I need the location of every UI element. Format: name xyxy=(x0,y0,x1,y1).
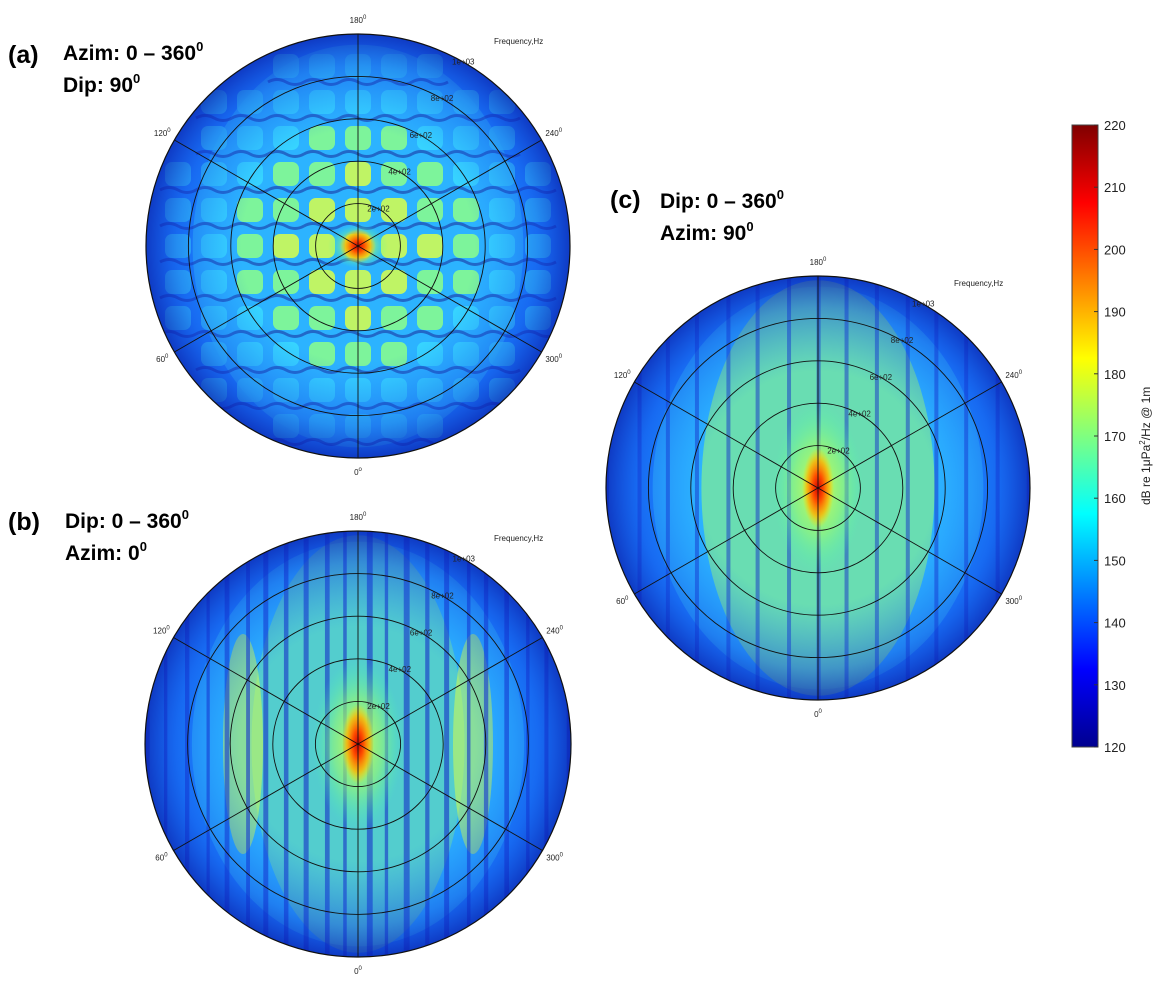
polar-labels-b: 00 600 1200 1800 2400 3000 2e+02 4e+02 6e+02 8e+0… xyxy=(153,512,564,976)
panel-label-a: (a) xyxy=(8,41,39,69)
angle-label-180: 1800 xyxy=(350,15,367,25)
panel-label-c: (c) xyxy=(610,186,641,214)
caption-c-line-1: Dip: 0 – 360 xyxy=(660,190,777,213)
polar-labels-c: 00 600 1200 1800 2400 3000 2e+02 4e+02 6e+02 8e+0… xyxy=(614,257,1023,719)
spoke-120 xyxy=(173,637,359,745)
spoke-300 xyxy=(357,245,542,353)
svg-text:Dip: 0 – 3600: Dip: 0 – 3600 xyxy=(65,507,189,533)
colorbar-tick-label: 180 xyxy=(1104,367,1126,382)
caption-a-line-1-sup: 0 xyxy=(196,39,203,54)
radial-tick-label: 4e+02 xyxy=(388,168,411,177)
angle-label-60: 600 xyxy=(155,853,168,863)
colorbar: 220 210 200 190 180 170 160 150 140 130 120 dB re … xyxy=(1071,118,1153,755)
caption-a-line-1: Azim: 0 – 360 xyxy=(63,42,196,65)
radial-tick-label: 2e+02 xyxy=(367,702,390,711)
angle-label-240: 2400 xyxy=(545,128,562,138)
caption-c-line-2-sup: 0 xyxy=(746,219,753,234)
svg-text:Azim: 0 – 3600: Azim: 0 – 3600 xyxy=(63,39,203,65)
caption-b-line-1: Dip: 0 – 360 xyxy=(65,510,182,533)
polar-plot-c: 00 600 1200 1800 2400 3000 2e+02 4e+02 6e+02 8e+0… xyxy=(605,257,1031,719)
radial-tick-label: 1e+03 xyxy=(912,299,935,308)
radial-tick-label: 8e+02 xyxy=(891,336,914,345)
angle-label-0: 0o xyxy=(354,467,362,477)
svg-text:Azim: 900: Azim: 900 xyxy=(660,219,754,245)
spoke-120 xyxy=(174,139,359,247)
radial-tick-label: 6e+02 xyxy=(410,131,433,140)
colorbar-ticks: 220 210 200 190 180 170 160 150 140 130 120 xyxy=(1094,118,1126,755)
polar-grid-c xyxy=(605,275,1031,701)
panel-caption-c: (c) Dip: 0 – 3600 Azim: 900 xyxy=(610,186,784,245)
panel-label-b: (b) xyxy=(8,508,40,536)
angle-label-300: 3000 xyxy=(1005,596,1022,606)
spoke-60 xyxy=(174,245,359,353)
radial-axis-title: Frequency,Hz xyxy=(494,37,543,46)
colorbar-tick-label: 200 xyxy=(1104,242,1126,257)
radial-tick-label: 6e+02 xyxy=(410,628,433,637)
radial-axis-title: Frequency,Hz xyxy=(954,279,1003,288)
angle-label-240: 2400 xyxy=(1005,370,1022,380)
colorbar-tick-label: 120 xyxy=(1104,740,1126,755)
radial-tick-label: 6e+02 xyxy=(870,373,893,382)
caption-b-line-2-sup: 0 xyxy=(140,539,147,554)
spoke-300 xyxy=(357,743,543,851)
angle-label-180: 1800 xyxy=(350,512,367,522)
colorbar-tick-label: 170 xyxy=(1104,429,1126,444)
angle-label-60: 600 xyxy=(156,354,169,364)
angle-label-120: 1200 xyxy=(154,128,171,138)
radial-tick-label: 1e+03 xyxy=(452,57,475,66)
polar-plot-b: 00 600 1200 1800 2400 3000 2e+02 4e+02 6e+02 8e+0… xyxy=(144,512,572,976)
angle-label-300: 3000 xyxy=(546,853,563,863)
colorbar-tick-label: 220 xyxy=(1104,118,1126,133)
angle-label-300: 3000 xyxy=(545,354,562,364)
colorbar-tick-label: 140 xyxy=(1104,616,1126,631)
spoke-60 xyxy=(173,743,359,851)
polar-grid-a xyxy=(145,33,571,459)
radial-tick-label: 8e+02 xyxy=(431,94,454,103)
caption-b-line-2: Azim: 0 xyxy=(65,542,140,565)
polar-plot-a: 0o 600 1200 1800 2400 3000 2e+02 4e+02 6e+02 8e+0… xyxy=(145,15,571,477)
colorbar-tick-label: 160 xyxy=(1104,491,1126,506)
panel-caption-b: (b) Dip: 0 – 3600 Azim: 00 xyxy=(8,507,189,565)
polar-labels-a: 0o 600 1200 1800 2400 3000 2e+02 4e+02 6e+02 8e+0… xyxy=(154,15,563,477)
spoke-240 xyxy=(357,139,542,247)
colorbar-tick-label: 210 xyxy=(1104,180,1126,195)
angle-label-120: 1200 xyxy=(153,626,170,636)
svg-text:Azim: 00: Azim: 00 xyxy=(65,539,147,565)
caption-b-line-1-sup: 0 xyxy=(182,507,189,522)
angle-label-0: 00 xyxy=(354,966,362,976)
caption-a-line-2-sup: 0 xyxy=(133,71,140,86)
angle-label-60: 600 xyxy=(616,596,629,606)
spoke-300 xyxy=(817,487,1002,595)
colorbar-label: dB re 1μPa2/Hz @ 1m xyxy=(1138,387,1153,505)
spoke-120 xyxy=(634,381,819,489)
angle-label-120: 1200 xyxy=(614,370,631,380)
polar-grid-b xyxy=(144,530,572,958)
colorbar-tick-label: 130 xyxy=(1104,678,1126,693)
spoke-240 xyxy=(817,381,1002,489)
caption-c-line-1-sup: 0 xyxy=(777,187,784,202)
spoke-240 xyxy=(357,637,543,745)
angle-label-240: 2400 xyxy=(546,626,563,636)
colorbar-tick-label: 190 xyxy=(1104,305,1126,320)
radial-tick-label: 4e+02 xyxy=(389,665,412,674)
caption-c-line-2: Azim: 90 xyxy=(660,222,746,245)
caption-a-line-2: Dip: 90 xyxy=(63,74,133,97)
radial-tick-label: 2e+02 xyxy=(827,446,850,455)
colorbar-gradient xyxy=(1071,124,1099,748)
radial-tick-label: 4e+02 xyxy=(848,410,871,419)
spoke-60 xyxy=(634,487,819,595)
svg-text:Dip: 900: Dip: 900 xyxy=(63,71,140,97)
svg-text:Dip: 0 – 3600: Dip: 0 – 3600 xyxy=(660,187,784,213)
colorbar-tick-label: 150 xyxy=(1104,553,1126,568)
radial-tick-label: 1e+03 xyxy=(453,555,476,564)
panel-caption-a: (a) Azim: 0 – 3600 Dip: 900 xyxy=(8,39,203,97)
radial-axis-title: Frequency,Hz xyxy=(494,534,543,543)
angle-label-180: 1800 xyxy=(810,257,827,267)
radial-tick-label: 2e+02 xyxy=(367,204,390,213)
angle-label-0: 00 xyxy=(814,709,822,719)
radial-tick-label: 8e+02 xyxy=(431,591,454,600)
